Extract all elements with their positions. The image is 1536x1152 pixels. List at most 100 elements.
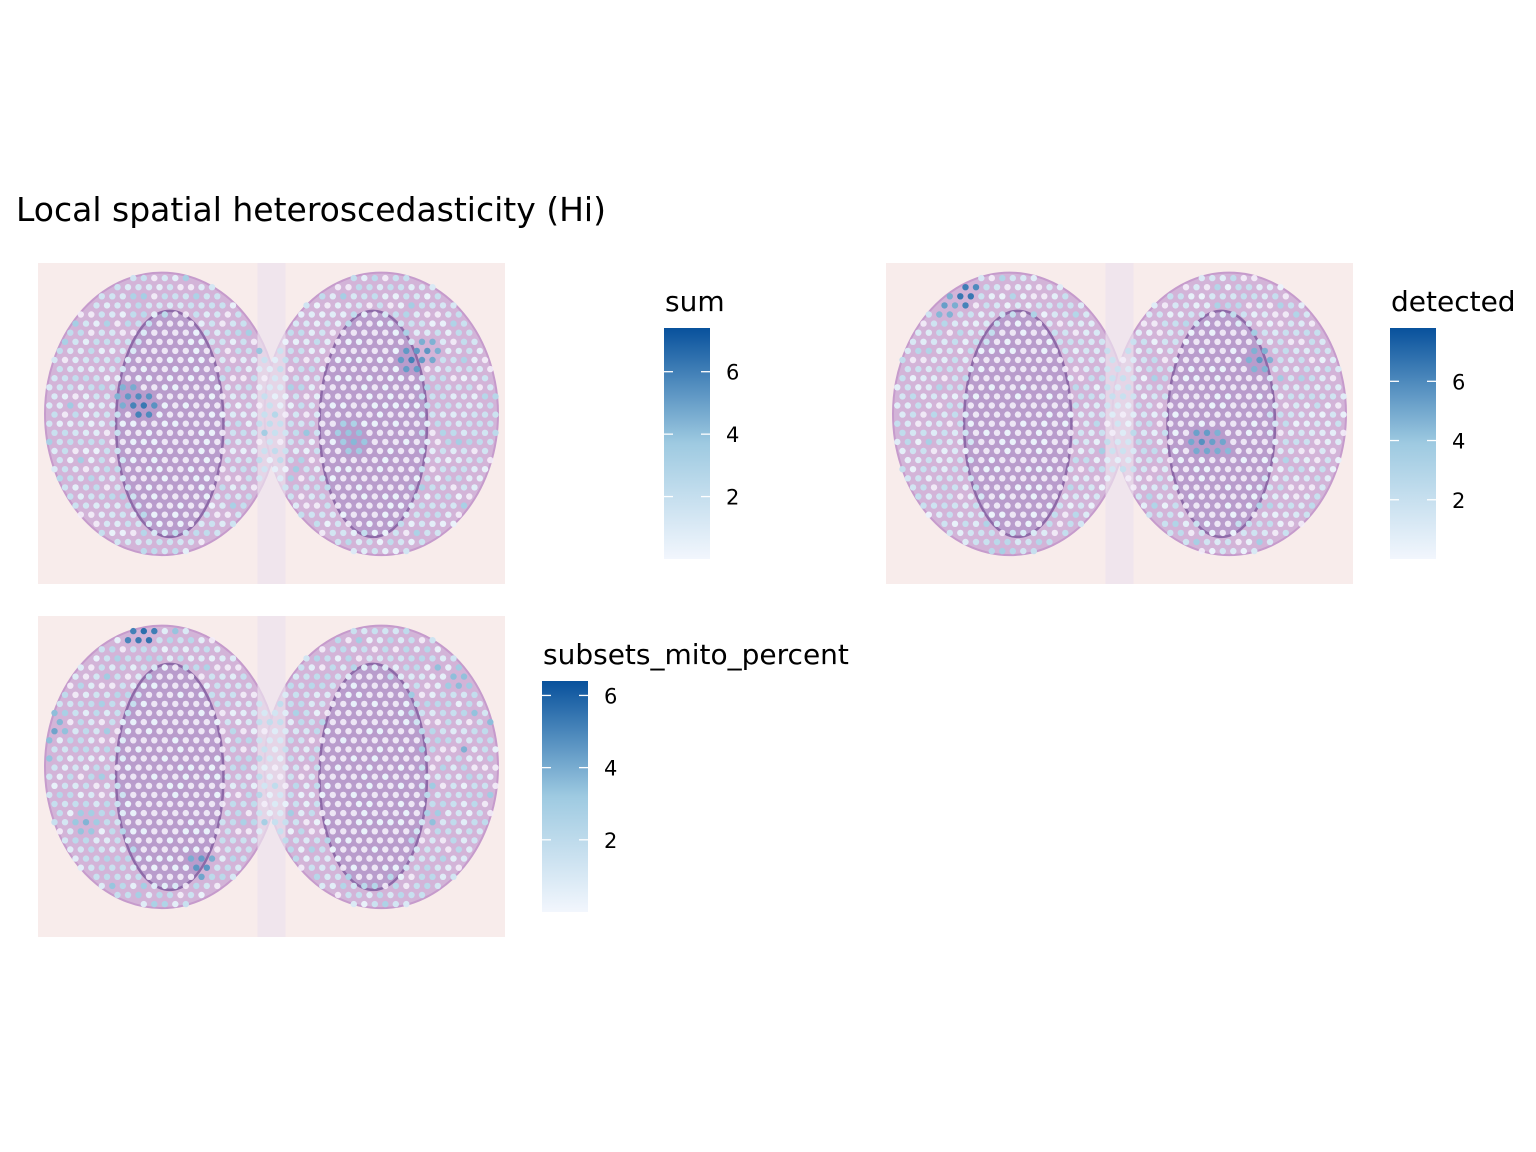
spot <box>429 429 436 436</box>
spot <box>455 420 462 427</box>
spot <box>371 547 378 555</box>
spot <box>82 728 90 735</box>
spot <box>1041 493 1048 500</box>
spot <box>993 502 1001 509</box>
spot <box>224 773 231 780</box>
spot <box>124 746 132 753</box>
spot <box>424 438 431 446</box>
spot <box>193 791 200 799</box>
spot <box>361 700 368 708</box>
spot <box>88 347 95 355</box>
spot <box>1072 420 1079 427</box>
spot <box>151 664 158 671</box>
spot <box>166 411 174 418</box>
spot <box>145 411 153 418</box>
spot <box>376 800 384 808</box>
spot <box>119 791 127 799</box>
spot <box>1161 411 1169 418</box>
spot <box>303 655 310 662</box>
spot <box>1067 356 1074 364</box>
spot <box>198 855 205 862</box>
spot <box>198 673 205 680</box>
spot <box>397 691 405 698</box>
spot <box>187 538 195 546</box>
spot <box>172 438 179 446</box>
spot <box>266 737 273 744</box>
spot <box>460 338 468 345</box>
spot <box>455 773 462 780</box>
spot <box>1125 475 1132 482</box>
spot <box>67 755 74 762</box>
spot <box>329 828 336 835</box>
spot <box>403 365 410 373</box>
spot <box>198 709 205 717</box>
spot <box>967 511 974 518</box>
spot <box>1067 338 1074 345</box>
spot <box>145 520 153 527</box>
spot <box>382 737 389 744</box>
spot <box>172 864 179 871</box>
spot <box>1146 493 1153 500</box>
spot <box>418 393 426 400</box>
spot <box>1245 520 1253 527</box>
spot <box>1035 338 1043 345</box>
spot <box>392 664 399 671</box>
spot <box>298 755 305 762</box>
spot <box>413 293 420 300</box>
spot <box>208 800 216 808</box>
spot <box>345 728 352 735</box>
spot <box>920 338 927 345</box>
spot <box>198 429 205 436</box>
spot <box>418 819 426 826</box>
spot <box>403 293 410 300</box>
spot <box>355 284 363 291</box>
spot <box>156 284 163 291</box>
spot <box>340 809 347 817</box>
spot <box>250 800 258 808</box>
spot <box>114 520 121 527</box>
spot <box>1324 365 1331 373</box>
spot <box>371 627 378 635</box>
spot <box>229 709 237 717</box>
spot <box>899 356 906 364</box>
spot <box>156 691 163 698</box>
spot <box>124 338 132 345</box>
spot <box>329 293 336 300</box>
spot <box>1093 329 1100 336</box>
spot <box>235 347 242 355</box>
spot <box>298 456 305 464</box>
spot <box>193 493 200 500</box>
spot <box>355 393 363 400</box>
spot <box>397 782 405 789</box>
spot <box>1251 311 1258 318</box>
spot <box>82 746 90 753</box>
spot <box>909 356 917 364</box>
spot <box>187 320 195 327</box>
spot <box>450 709 457 717</box>
spot <box>51 819 58 826</box>
spot <box>424 646 431 653</box>
spot <box>1198 438 1205 446</box>
spot <box>193 882 200 890</box>
spot <box>198 338 205 345</box>
spot <box>1177 420 1184 427</box>
spot <box>1093 456 1100 464</box>
spot <box>376 746 384 753</box>
spot <box>962 466 969 473</box>
spot <box>245 755 252 762</box>
spot <box>145 393 153 400</box>
spot <box>114 819 121 826</box>
spot <box>1009 311 1016 318</box>
spot <box>978 475 985 482</box>
spot <box>445 755 452 762</box>
spot <box>61 393 69 400</box>
spot <box>77 329 84 336</box>
spot <box>1282 475 1289 482</box>
spot <box>397 447 405 455</box>
spot <box>983 484 990 491</box>
spot <box>460 356 468 364</box>
spot <box>371 828 378 835</box>
spot <box>376 284 384 291</box>
spot <box>109 384 116 391</box>
spot <box>450 764 457 771</box>
